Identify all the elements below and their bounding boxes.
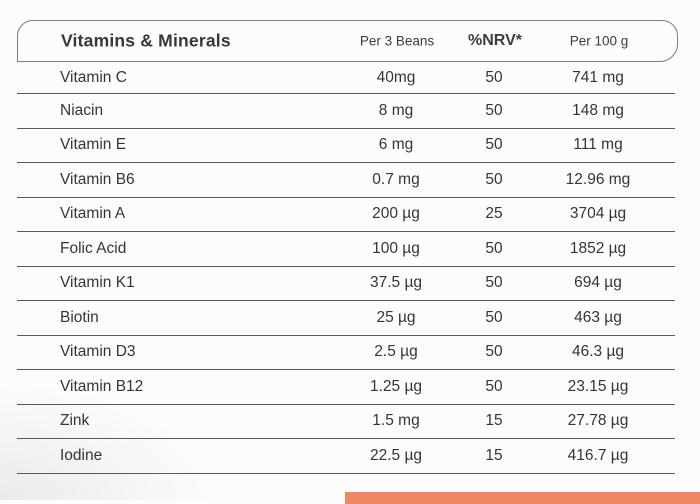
- nutrient-name: Niacin: [60, 101, 104, 119]
- value-per-100g: 416.7 µg: [567, 446, 629, 464]
- nutrient-name: Vitamin B6: [60, 170, 135, 188]
- column-header-per-3-beans: Per 3 Beans: [359, 33, 435, 49]
- table-row: Vitamin B12 1.25 µg 50 23.15 µg: [17, 370, 675, 405]
- table-row: Vitamin B6 0.7 mg 50 12.96 mg: [17, 163, 675, 198]
- value-per-100g: 1852 µg: [569, 239, 627, 257]
- value-per-100g: 3704 µg: [569, 205, 627, 223]
- nutrient-name: Vitamin C: [60, 68, 127, 86]
- value-per-3-beans: 6 mg: [378, 136, 414, 154]
- nutrient-name: Vitamin B12: [60, 377, 144, 395]
- value-per-3-beans: 0.7 mg: [372, 170, 420, 188]
- value-per-100g: 148 mg: [572, 101, 624, 119]
- nutrient-name: Vitamin K1: [60, 274, 135, 292]
- value-nrv-percent: 50: [485, 377, 503, 395]
- value-nrv-percent: 25: [485, 205, 503, 223]
- value-nrv-percent: 50: [485, 136, 503, 154]
- value-per-100g: 694 µg: [574, 274, 622, 292]
- nutrient-name: Zink: [60, 412, 90, 430]
- value-nrv-percent: 50: [485, 343, 503, 361]
- table-row: Vitamin C 40mg 50 741 mg: [17, 62, 675, 94]
- value-per-100g: 46.3 µg: [571, 343, 625, 361]
- value-nrv-percent: 50: [485, 68, 503, 86]
- table-row: Biotin 25 µg 50 463 µg: [17, 301, 675, 336]
- value-nrv-percent: 15: [485, 446, 503, 464]
- value-nrv-percent: 50: [485, 101, 503, 119]
- table-row: Niacin 8 mg 50 148 mg: [17, 94, 675, 129]
- value-per-3-beans: 40mg: [376, 68, 416, 86]
- accent-bar: [345, 492, 700, 504]
- table-row: Vitamin E 6 mg 50 111 mg: [17, 129, 675, 163]
- column-header-nrv: %NRV*: [468, 32, 522, 49]
- value-nrv-percent: 15: [485, 412, 503, 430]
- table-row: Zink 1.5 mg 15 27.78 µg: [17, 405, 675, 439]
- nutrient-name: Vitamin D3: [60, 343, 136, 361]
- value-nrv-percent: 50: [485, 308, 503, 326]
- table-row: Vitamin K1 37.5 µg 50 694 µg: [17, 267, 675, 301]
- nutrient-name: Folic Acid: [60, 239, 127, 257]
- value-per-100g: 12.96 mg: [565, 170, 631, 188]
- table-header: Vitamins & Minerals Per 3 Beans %NRV* Pe…: [17, 20, 678, 62]
- value-per-3-beans: 22.5 µg: [369, 446, 423, 464]
- table-row: Iodine 22.5 µg 15 416.7 µg: [17, 439, 675, 474]
- nutrient-name: Vitamin A: [60, 205, 126, 223]
- value-per-100g: 111 mg: [573, 136, 623, 154]
- table-row: Vitamin D3 2.5 µg 50 46.3 µg: [17, 336, 675, 370]
- nutrient-name: Iodine: [60, 446, 103, 464]
- value-per-100g: 27.78 µg: [567, 412, 629, 430]
- value-per-100g: 741 mg: [572, 68, 624, 86]
- nutrient-name: Vitamin E: [60, 136, 127, 154]
- value-per-3-beans: 2.5 µg: [374, 343, 418, 361]
- value-nrv-percent: 50: [485, 170, 503, 188]
- value-per-100g: 463 µg: [574, 308, 622, 326]
- value-per-3-beans: 8 mg: [378, 101, 414, 119]
- table-row: Vitamin A 200 µg 25 3704 µg: [17, 198, 675, 232]
- value-per-3-beans: 1.5 mg: [372, 412, 420, 430]
- nutrient-name: Biotin: [60, 308, 99, 326]
- value-nrv-percent: 50: [485, 274, 503, 292]
- value-per-3-beans: 100 µg: [372, 239, 420, 257]
- table-title: Vitamins & Minerals: [61, 30, 231, 51]
- value-nrv-percent: 50: [485, 239, 503, 257]
- table-row: Folic Acid 100 µg 50 1852 µg: [17, 232, 675, 267]
- value-per-3-beans: 37.5 µg: [369, 274, 423, 292]
- value-per-3-beans: 200 µg: [372, 205, 420, 223]
- value-per-3-beans: 25 µg: [376, 308, 416, 326]
- value-per-3-beans: 1.25 µg: [369, 377, 423, 395]
- column-header-per-100g: Per 100 g: [569, 33, 629, 49]
- value-per-100g: 23.15 µg: [567, 377, 629, 395]
- table-body: Vitamin C 40mg 50 741 mg Niacin 8 mg 50 …: [17, 62, 675, 474]
